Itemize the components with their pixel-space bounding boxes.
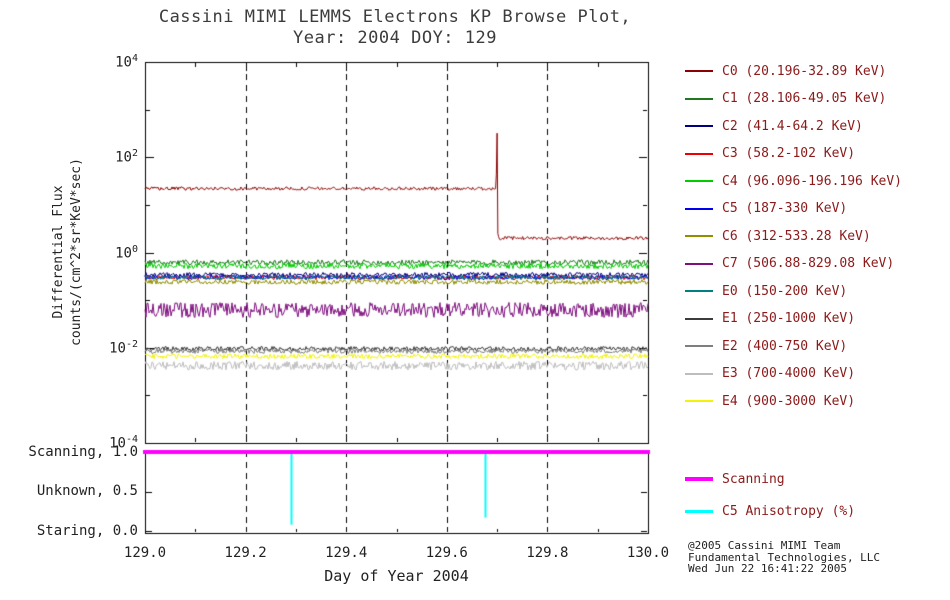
legend-label-c4: C4 (96.096-196.196 KeV) — [722, 173, 903, 189]
legend-swatch-c7 — [685, 262, 713, 265]
legend-swatch-e3 — [685, 372, 713, 375]
legend-item-e1: E1 (250-1000 KeV) — [685, 310, 855, 328]
x-tick-label-129.6: 129.6 — [425, 545, 468, 561]
y-tick-base: 10 — [115, 54, 132, 71]
legend-item-scanning: Scanning — [685, 470, 785, 488]
credit-text: @2005 Cassini MIMI Team Fundamental Tech… — [688, 540, 948, 575]
legend-item-c2: C2 (41.4-64.2 KeV) — [685, 117, 863, 135]
legend-item-e3: E3 (700-4000 KeV) — [685, 365, 855, 383]
y-tick-base: 10 — [109, 435, 126, 452]
y-axis-label-line2: counts/(cm^2*sr*KeV*sec) — [69, 158, 84, 346]
legend-label-c6: C6 (312-533.28 KeV) — [722, 228, 871, 244]
legend-item-e0: E0 (150-200 KeV) — [685, 282, 847, 300]
y-tick-exp: 2 — [131, 148, 138, 159]
status-tick-staring: Staring, 0.0 — [36, 523, 138, 539]
legend-item-c7: C7 (506.88-829.08 KeV) — [685, 255, 894, 273]
x-tick-label-129.2: 129.2 — [224, 545, 267, 561]
legend-item-e2: E2 (400-750 KeV) — [685, 337, 847, 355]
legend-label-e1: E1 (250-1000 KeV) — [722, 311, 856, 326]
credit-line2: Fundamental Technologies, LLC — [688, 550, 881, 564]
legend-label-c0: C0 (20.196-32.89 KeV) — [722, 63, 887, 79]
legend-swatch-e2 — [685, 345, 713, 347]
plot-title-line1: Cassini MIMI LEMMS Electrons KP Browse P… — [158, 7, 632, 27]
legend-swatch-scanning — [685, 477, 713, 481]
legend-label-c7: C7 (506.88-829.08 KeV) — [722, 256, 895, 271]
y-axis-label-line1: Differential Flux — [51, 185, 66, 319]
y-tick-base: 10 — [115, 149, 132, 166]
legend-swatch-c1 — [685, 97, 713, 100]
plot-title: Cassini MIMI LEMMS Electrons KP Browse P… — [100, 7, 690, 49]
legend-item-anisotropy: C5 Anisotropy (%) — [685, 502, 855, 520]
y-tick-base: 10 — [109, 340, 126, 357]
legend-item-c6: C6 (312-533.28 KeV) — [685, 227, 871, 245]
plot-title-line2: Year: 2004 DOY: 129 — [293, 28, 497, 48]
status-tick-scanning: Scanning, 1.0 — [28, 444, 138, 460]
legend-label-e4: E4 (900-3000 KeV) — [722, 393, 856, 409]
legend-swatch-c4 — [685, 180, 713, 182]
legend-swatch-c5 — [685, 207, 713, 210]
x-tick-label-129.0: 129.0 — [123, 545, 167, 561]
y-tick-label-1e-2: 10-2 — [88, 339, 138, 357]
y-tick-exp: -4 — [125, 434, 138, 445]
y-tick-exp: 4 — [131, 53, 138, 64]
x-tick-label-130.0: 130.0 — [626, 545, 670, 561]
y-tick-exp: 0 — [131, 244, 138, 255]
legend-label-c3: C3 (58.2-102 KeV) — [722, 146, 856, 161]
legend-label-c5: C5 (187-330 KeV) — [722, 201, 848, 216]
y-tick-label-1e0: 100 — [88, 244, 138, 262]
legend-label-e0: E0 (150-200 KeV) — [722, 283, 848, 299]
credit-line1: @2005 Cassini MIMI Team — [688, 539, 841, 552]
legend-item-c3: C3 (58.2-102 KeV) — [685, 145, 855, 163]
legend-item-c5: C5 (187-330 KeV) — [685, 200, 847, 218]
legend-label-c1: C1 (28.106-49.05 KeV) — [722, 91, 887, 106]
y-tick-label-1e-4: 10-4 — [88, 434, 138, 452]
y-tick-label-1e2: 102 — [88, 148, 138, 166]
x-tick-label-129.4: 129.4 — [325, 545, 368, 561]
legend-item-c4: C4 (96.096-196.196 KeV) — [685, 172, 902, 190]
legend-swatch-c3 — [685, 152, 713, 155]
y-tick-base: 10 — [115, 245, 132, 262]
legend-item-c1: C1 (28.106-49.05 KeV) — [685, 90, 886, 108]
y-axis-label: Differential Flux counts/(cm^2*sr*KeV*se… — [50, 62, 86, 442]
legend-item-e4: E4 (900-3000 KeV) — [685, 392, 855, 410]
legend-swatch-e1 — [685, 317, 713, 320]
y-tick-exp: -2 — [125, 339, 138, 350]
credit-line3: Wed Jun 22 16:41:22 2005 — [688, 562, 847, 575]
legend-swatch-e0 — [685, 290, 713, 292]
legend-label-e3: E3 (700-4000 KeV) — [722, 366, 856, 381]
legend-label-e2: E2 (400-750 KeV) — [722, 338, 848, 354]
status-tick-unknown: Unknown, 0.5 — [36, 483, 138, 499]
y-tick-label-1e4: 104 — [88, 53, 138, 71]
x-tick-label-129.8: 129.8 — [526, 545, 569, 561]
legend-label-scanning: Scanning — [722, 471, 785, 487]
legend-label-anisotropy: C5 Anisotropy (%) — [722, 503, 856, 519]
legend-swatch-c6 — [685, 235, 713, 237]
legend-item-c0: C0 (20.196-32.89 KeV) — [685, 62, 886, 80]
legend-swatch-c0 — [685, 70, 713, 72]
x-axis-label: Day of Year 2004 — [324, 567, 469, 585]
legend-swatch-c2 — [685, 125, 713, 127]
legend-swatch-anisotropy — [685, 509, 713, 513]
legend-swatch-e4 — [685, 400, 713, 402]
legend-label-c2: C2 (41.4-64.2 KeV) — [722, 118, 863, 134]
